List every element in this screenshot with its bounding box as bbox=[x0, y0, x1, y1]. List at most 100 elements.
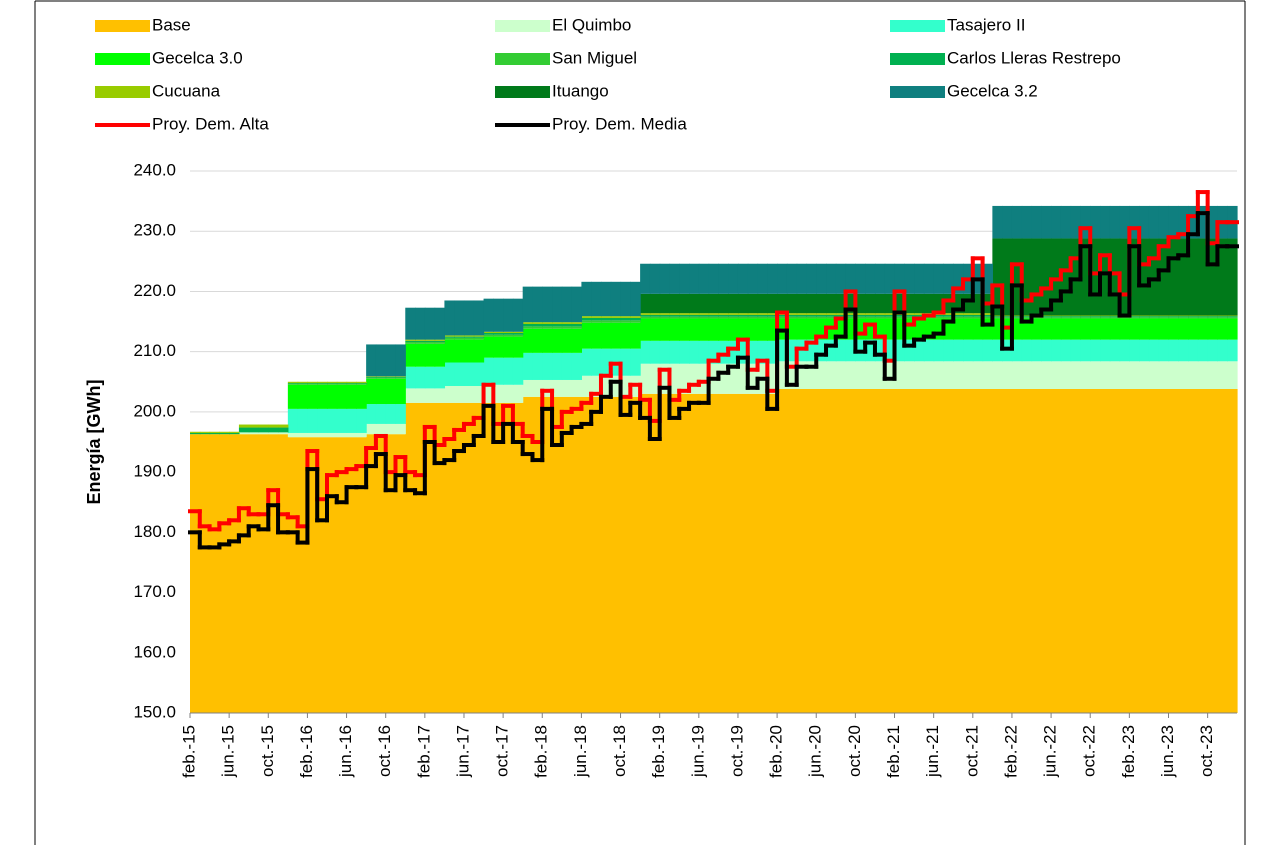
area-segment bbox=[659, 363, 671, 394]
area-segment bbox=[874, 314, 886, 317]
area-segment bbox=[1207, 205, 1219, 239]
area-segment bbox=[395, 378, 406, 405]
area-segment bbox=[1188, 389, 1199, 713]
area-segment bbox=[1227, 238, 1238, 316]
area-segment bbox=[238, 432, 250, 435]
area-segment bbox=[992, 389, 1003, 713]
area-segment bbox=[1139, 317, 1150, 319]
area-segment bbox=[532, 352, 543, 380]
area-segment bbox=[894, 316, 905, 319]
area-segment bbox=[532, 396, 543, 713]
area-segment bbox=[424, 366, 436, 389]
area-segment bbox=[229, 432, 240, 435]
area-segment bbox=[640, 263, 651, 294]
area-segment bbox=[454, 335, 465, 337]
area-segment bbox=[767, 316, 778, 319]
area-segment bbox=[620, 322, 631, 349]
area-segment bbox=[757, 314, 768, 317]
area-segment bbox=[542, 328, 553, 353]
area-segment bbox=[493, 298, 504, 332]
area-segment bbox=[933, 389, 945, 713]
area-segment bbox=[287, 408, 299, 433]
area-segment bbox=[914, 318, 925, 340]
area-segment bbox=[375, 376, 387, 377]
area-segment bbox=[1080, 339, 1091, 362]
area-segment bbox=[366, 423, 377, 435]
area-segment bbox=[620, 348, 631, 376]
area-segment bbox=[473, 336, 485, 338]
area-segment bbox=[718, 318, 729, 341]
area-segment bbox=[483, 336, 494, 358]
area-segment bbox=[669, 316, 680, 319]
area-segment bbox=[209, 431, 220, 433]
area-segment bbox=[689, 316, 700, 319]
area-segment bbox=[914, 293, 925, 314]
area-segment bbox=[1100, 316, 1111, 318]
area-segment bbox=[1158, 238, 1170, 316]
area-segment bbox=[1051, 315, 1062, 317]
area-segment bbox=[1060, 339, 1072, 362]
area-segment bbox=[512, 384, 524, 403]
area-segment bbox=[708, 393, 719, 713]
area-segment bbox=[600, 396, 612, 713]
x-tick-label: oct.-23 bbox=[1197, 725, 1216, 777]
area-segment bbox=[1188, 238, 1199, 316]
area-segment bbox=[679, 363, 690, 394]
area-segment bbox=[679, 340, 690, 364]
area-segment bbox=[786, 313, 798, 315]
area-segment bbox=[923, 293, 935, 314]
area-segment bbox=[581, 348, 592, 376]
area-segment bbox=[708, 293, 719, 314]
area-segment bbox=[728, 316, 739, 319]
legend-label: San Miguel bbox=[552, 48, 637, 67]
x-tick-label: jun.-20 bbox=[806, 725, 825, 778]
area-segment bbox=[424, 339, 436, 341]
area-segment bbox=[190, 432, 201, 435]
area-segment bbox=[1051, 339, 1062, 362]
x-tick-label: jun.-23 bbox=[1158, 725, 1177, 778]
area-segment bbox=[1041, 315, 1052, 317]
area-segment bbox=[816, 263, 827, 294]
area-segment bbox=[473, 335, 485, 337]
area-segment bbox=[297, 381, 309, 383]
area-segment bbox=[385, 404, 397, 424]
area-segment bbox=[591, 375, 602, 397]
area-segment bbox=[845, 339, 856, 362]
area-segment bbox=[640, 318, 651, 341]
area-segment bbox=[1031, 238, 1042, 316]
x-tick-label: feb.-19 bbox=[649, 725, 668, 778]
area-segment bbox=[375, 378, 387, 405]
area-segment bbox=[591, 281, 602, 317]
area-segment bbox=[434, 339, 446, 341]
area-segment bbox=[385, 376, 397, 377]
area-segment bbox=[238, 424, 250, 428]
area-segment bbox=[1100, 238, 1111, 316]
area-segment bbox=[620, 317, 631, 321]
area-segment bbox=[1168, 238, 1179, 316]
area-segment bbox=[248, 432, 260, 435]
area-segment bbox=[395, 423, 406, 435]
area-segment bbox=[757, 316, 768, 319]
area-segment bbox=[1070, 205, 1082, 239]
area-segment bbox=[552, 328, 563, 353]
area-segment bbox=[669, 393, 680, 713]
area-segment bbox=[904, 263, 915, 294]
area-segment bbox=[747, 313, 759, 315]
area-segment bbox=[1119, 339, 1130, 362]
area-segment bbox=[1109, 316, 1121, 318]
area-segment bbox=[552, 286, 563, 323]
area-segment bbox=[767, 293, 778, 314]
area-segment bbox=[463, 336, 475, 338]
area-segment bbox=[346, 382, 357, 384]
area-segment bbox=[1227, 316, 1238, 318]
area-segment bbox=[943, 318, 954, 340]
area-segment bbox=[1051, 205, 1062, 239]
area-segment bbox=[317, 383, 328, 385]
area-segment bbox=[395, 376, 406, 378]
area-segment bbox=[933, 318, 945, 340]
area-segment bbox=[943, 389, 954, 713]
area-segment bbox=[463, 362, 475, 386]
area-segment bbox=[669, 314, 680, 317]
area-segment bbox=[1109, 389, 1121, 713]
area-segment bbox=[415, 339, 426, 341]
